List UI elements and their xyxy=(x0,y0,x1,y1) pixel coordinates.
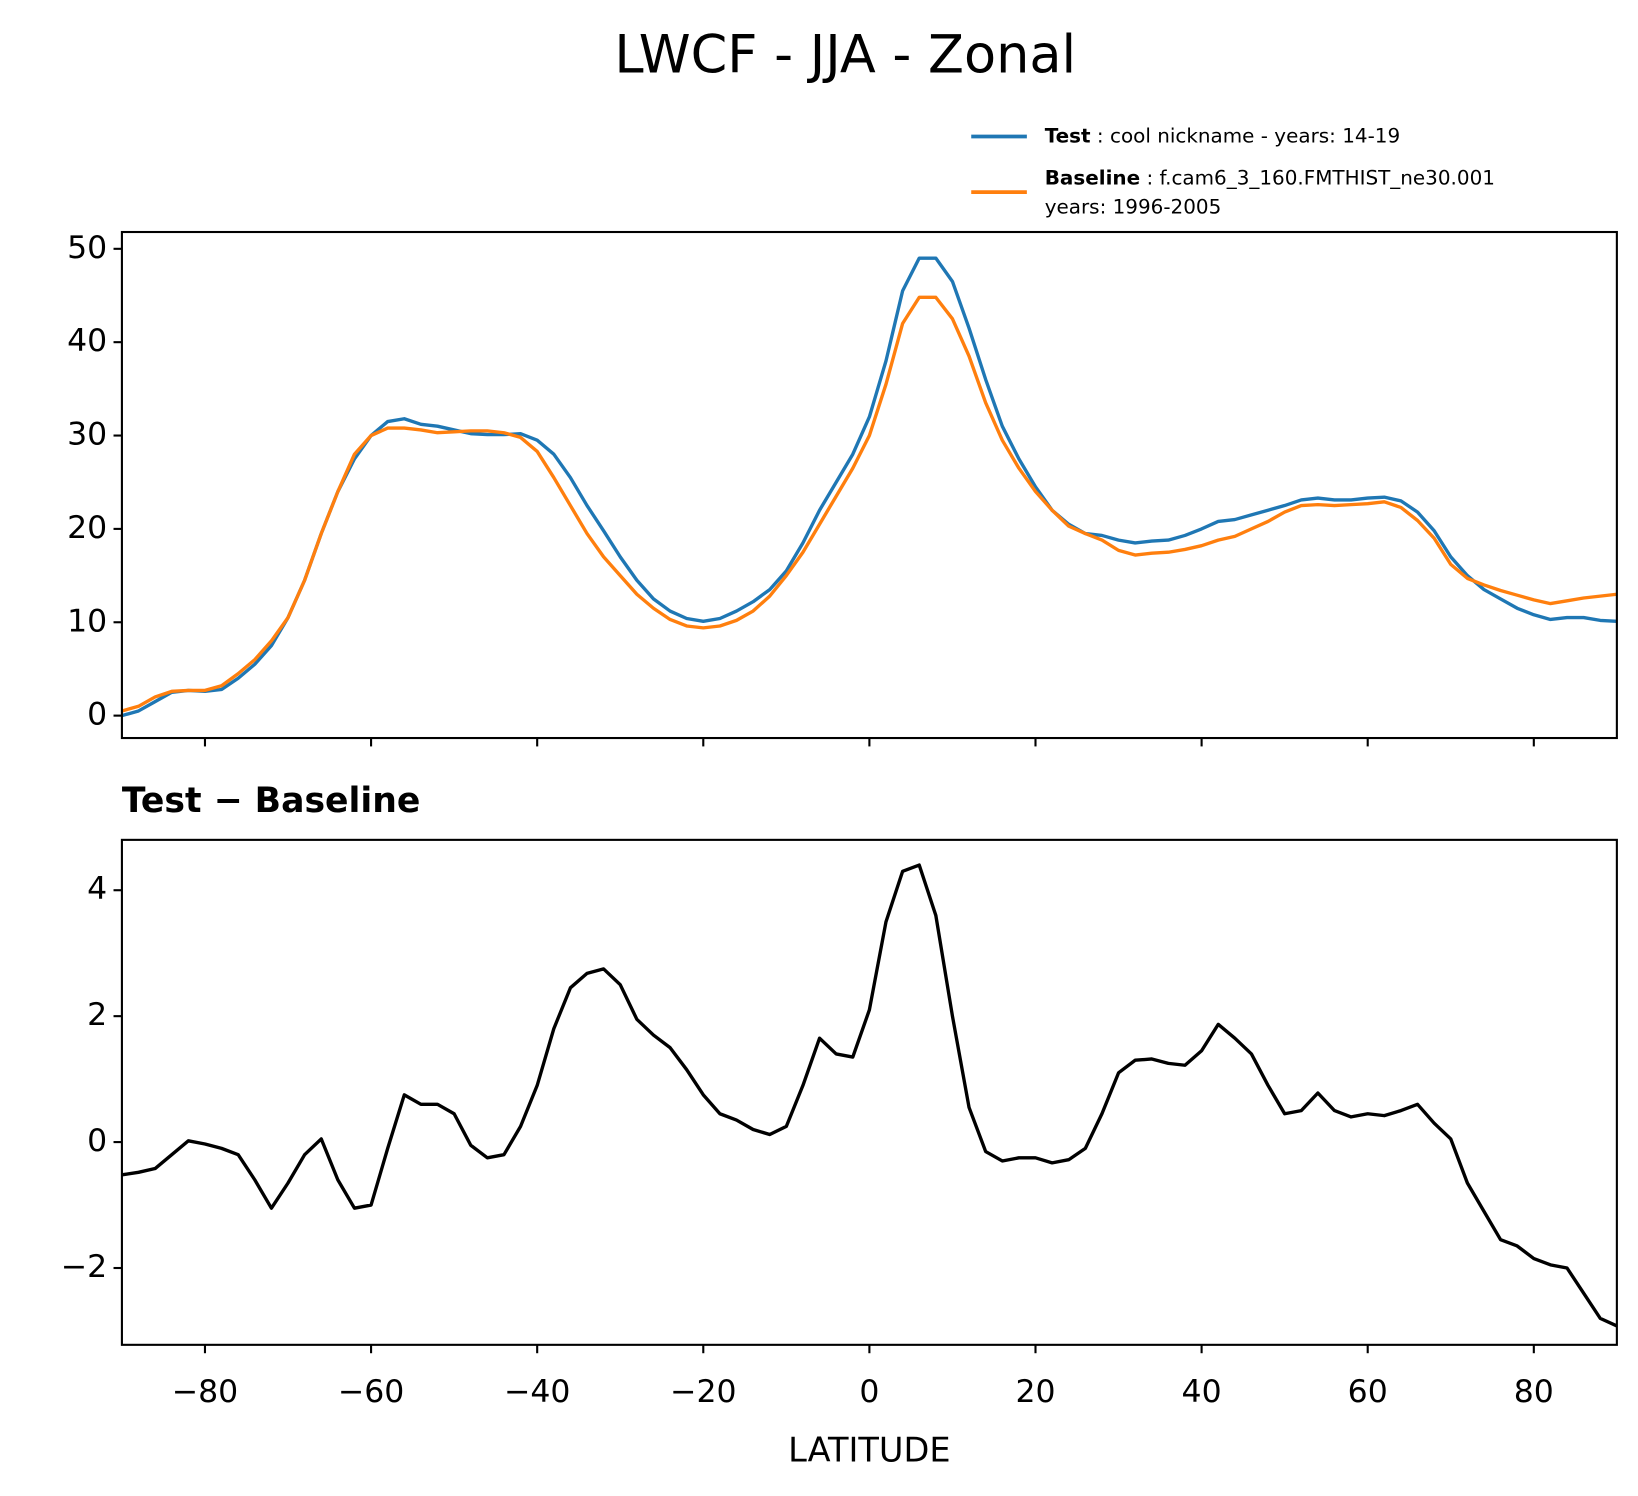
x-tick-label: 60 xyxy=(1348,1374,1388,1410)
x-tick-label: 80 xyxy=(1514,1374,1554,1410)
x-tick-label: −60 xyxy=(338,1374,404,1410)
x-tick-label: −40 xyxy=(504,1374,570,1410)
legend-label: Baseline : f.cam6_3_160.FMTHIST_ne30.001 xyxy=(1045,165,1495,189)
y-tick-label: 0 xyxy=(87,697,107,733)
y-tick-label: 40 xyxy=(67,323,107,359)
axes-frame xyxy=(120,230,1618,740)
y-tick-label: 2 xyxy=(87,997,107,1033)
x-tick-label: 20 xyxy=(1015,1374,1055,1410)
legend-detail: years: 1996-2005 xyxy=(1045,194,1222,218)
panel-title: Test − Baseline xyxy=(122,781,421,821)
legend-detail: f.cam6_3_160.FMTHIST_ne30.001 xyxy=(1160,165,1495,189)
y-tick-label: 50 xyxy=(67,230,107,266)
legend-separator: : xyxy=(1140,165,1159,189)
y-tick-label: −2 xyxy=(61,1249,107,1285)
x-axis-label: LATITUDE xyxy=(788,1430,950,1469)
legend-detail: cool nickname - years: 14-19 xyxy=(1110,123,1400,147)
y-tick-label: 20 xyxy=(67,510,107,546)
x-tick-label: 0 xyxy=(859,1374,879,1410)
axes-frame xyxy=(120,838,1618,1346)
figure-title: LWCF - JJA - Zonal xyxy=(614,24,1076,85)
x-tick-label: 40 xyxy=(1182,1374,1222,1410)
x-tick-label: −20 xyxy=(670,1374,736,1410)
x-tick-label: −80 xyxy=(172,1374,238,1410)
legend-name: Test xyxy=(1045,123,1091,147)
legend-name: Baseline xyxy=(1045,165,1140,189)
legend-separator: : xyxy=(1091,123,1110,147)
y-tick-label: 4 xyxy=(87,871,107,907)
y-tick-label: 30 xyxy=(67,417,107,453)
y-tick-label: 0 xyxy=(87,1123,107,1159)
series-line xyxy=(121,295,1617,713)
legend-label: Test : cool nickname - years: 14-19 xyxy=(1045,123,1400,147)
y-tick-label: 10 xyxy=(67,603,107,639)
series-line xyxy=(121,863,1617,1328)
